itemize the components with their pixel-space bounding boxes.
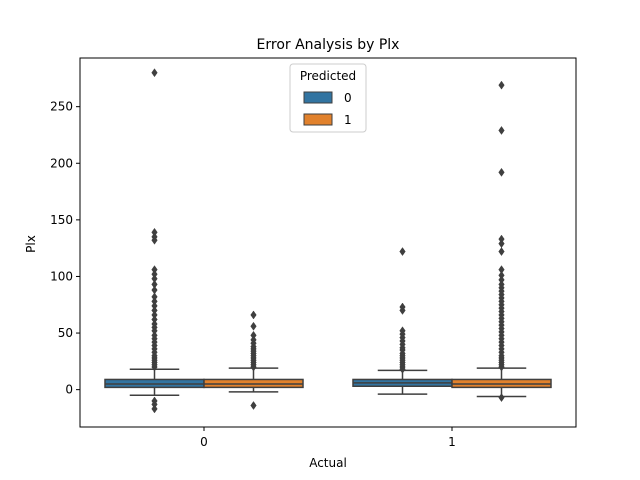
legend: Predicted 0 1 xyxy=(289,63,367,133)
plot-frame xyxy=(79,57,577,428)
outlier-point xyxy=(498,239,505,249)
y-tick-label: 50 xyxy=(58,326,73,340)
x-tick-label: 1 xyxy=(448,435,456,449)
outlier-point xyxy=(250,321,257,331)
outlier-point xyxy=(399,247,406,256)
x-axis-label: Actual xyxy=(309,456,347,470)
outlier-point xyxy=(151,235,158,245)
outlier-point xyxy=(498,247,505,256)
legend-swatch-1 xyxy=(303,113,333,126)
outlier-point xyxy=(399,364,406,374)
outlier-point xyxy=(399,305,406,315)
outlier-point xyxy=(151,404,158,414)
x-tick-label: 0 xyxy=(200,435,208,449)
box-series-1-actual-1 xyxy=(451,80,552,403)
y-tick-label: 0 xyxy=(65,383,73,397)
outlier-point xyxy=(498,80,505,90)
legend-swatch-0 xyxy=(303,91,333,104)
plot-area xyxy=(104,68,552,414)
outlier-point xyxy=(498,126,505,135)
outlier-point xyxy=(250,310,257,320)
box-series-0-actual-1 xyxy=(352,247,453,395)
outlier-point xyxy=(498,362,505,372)
y-tick-label: 100 xyxy=(50,269,73,283)
outlier-point xyxy=(250,401,257,410)
y-axis: 0 50 100 150 200 250 xyxy=(50,100,80,397)
outlier-point xyxy=(151,68,158,78)
y-tick-label: 250 xyxy=(50,100,73,114)
outlier-point xyxy=(498,393,505,403)
legend-title: Predicted xyxy=(300,69,356,83)
box-series-0-actual-0 xyxy=(104,68,205,414)
y-tick-label: 200 xyxy=(50,156,73,170)
box-series-1-actual-0 xyxy=(203,310,304,410)
y-tick-label: 150 xyxy=(50,213,73,227)
outlier-point xyxy=(250,362,257,372)
legend-label-0: 0 xyxy=(344,91,352,105)
chart-title: Error Analysis by Plx xyxy=(257,37,400,53)
legend-label-1: 1 xyxy=(344,113,352,127)
y-axis-label: Plx xyxy=(24,235,38,253)
outlier-point xyxy=(498,167,505,177)
outlier-point xyxy=(151,362,158,372)
